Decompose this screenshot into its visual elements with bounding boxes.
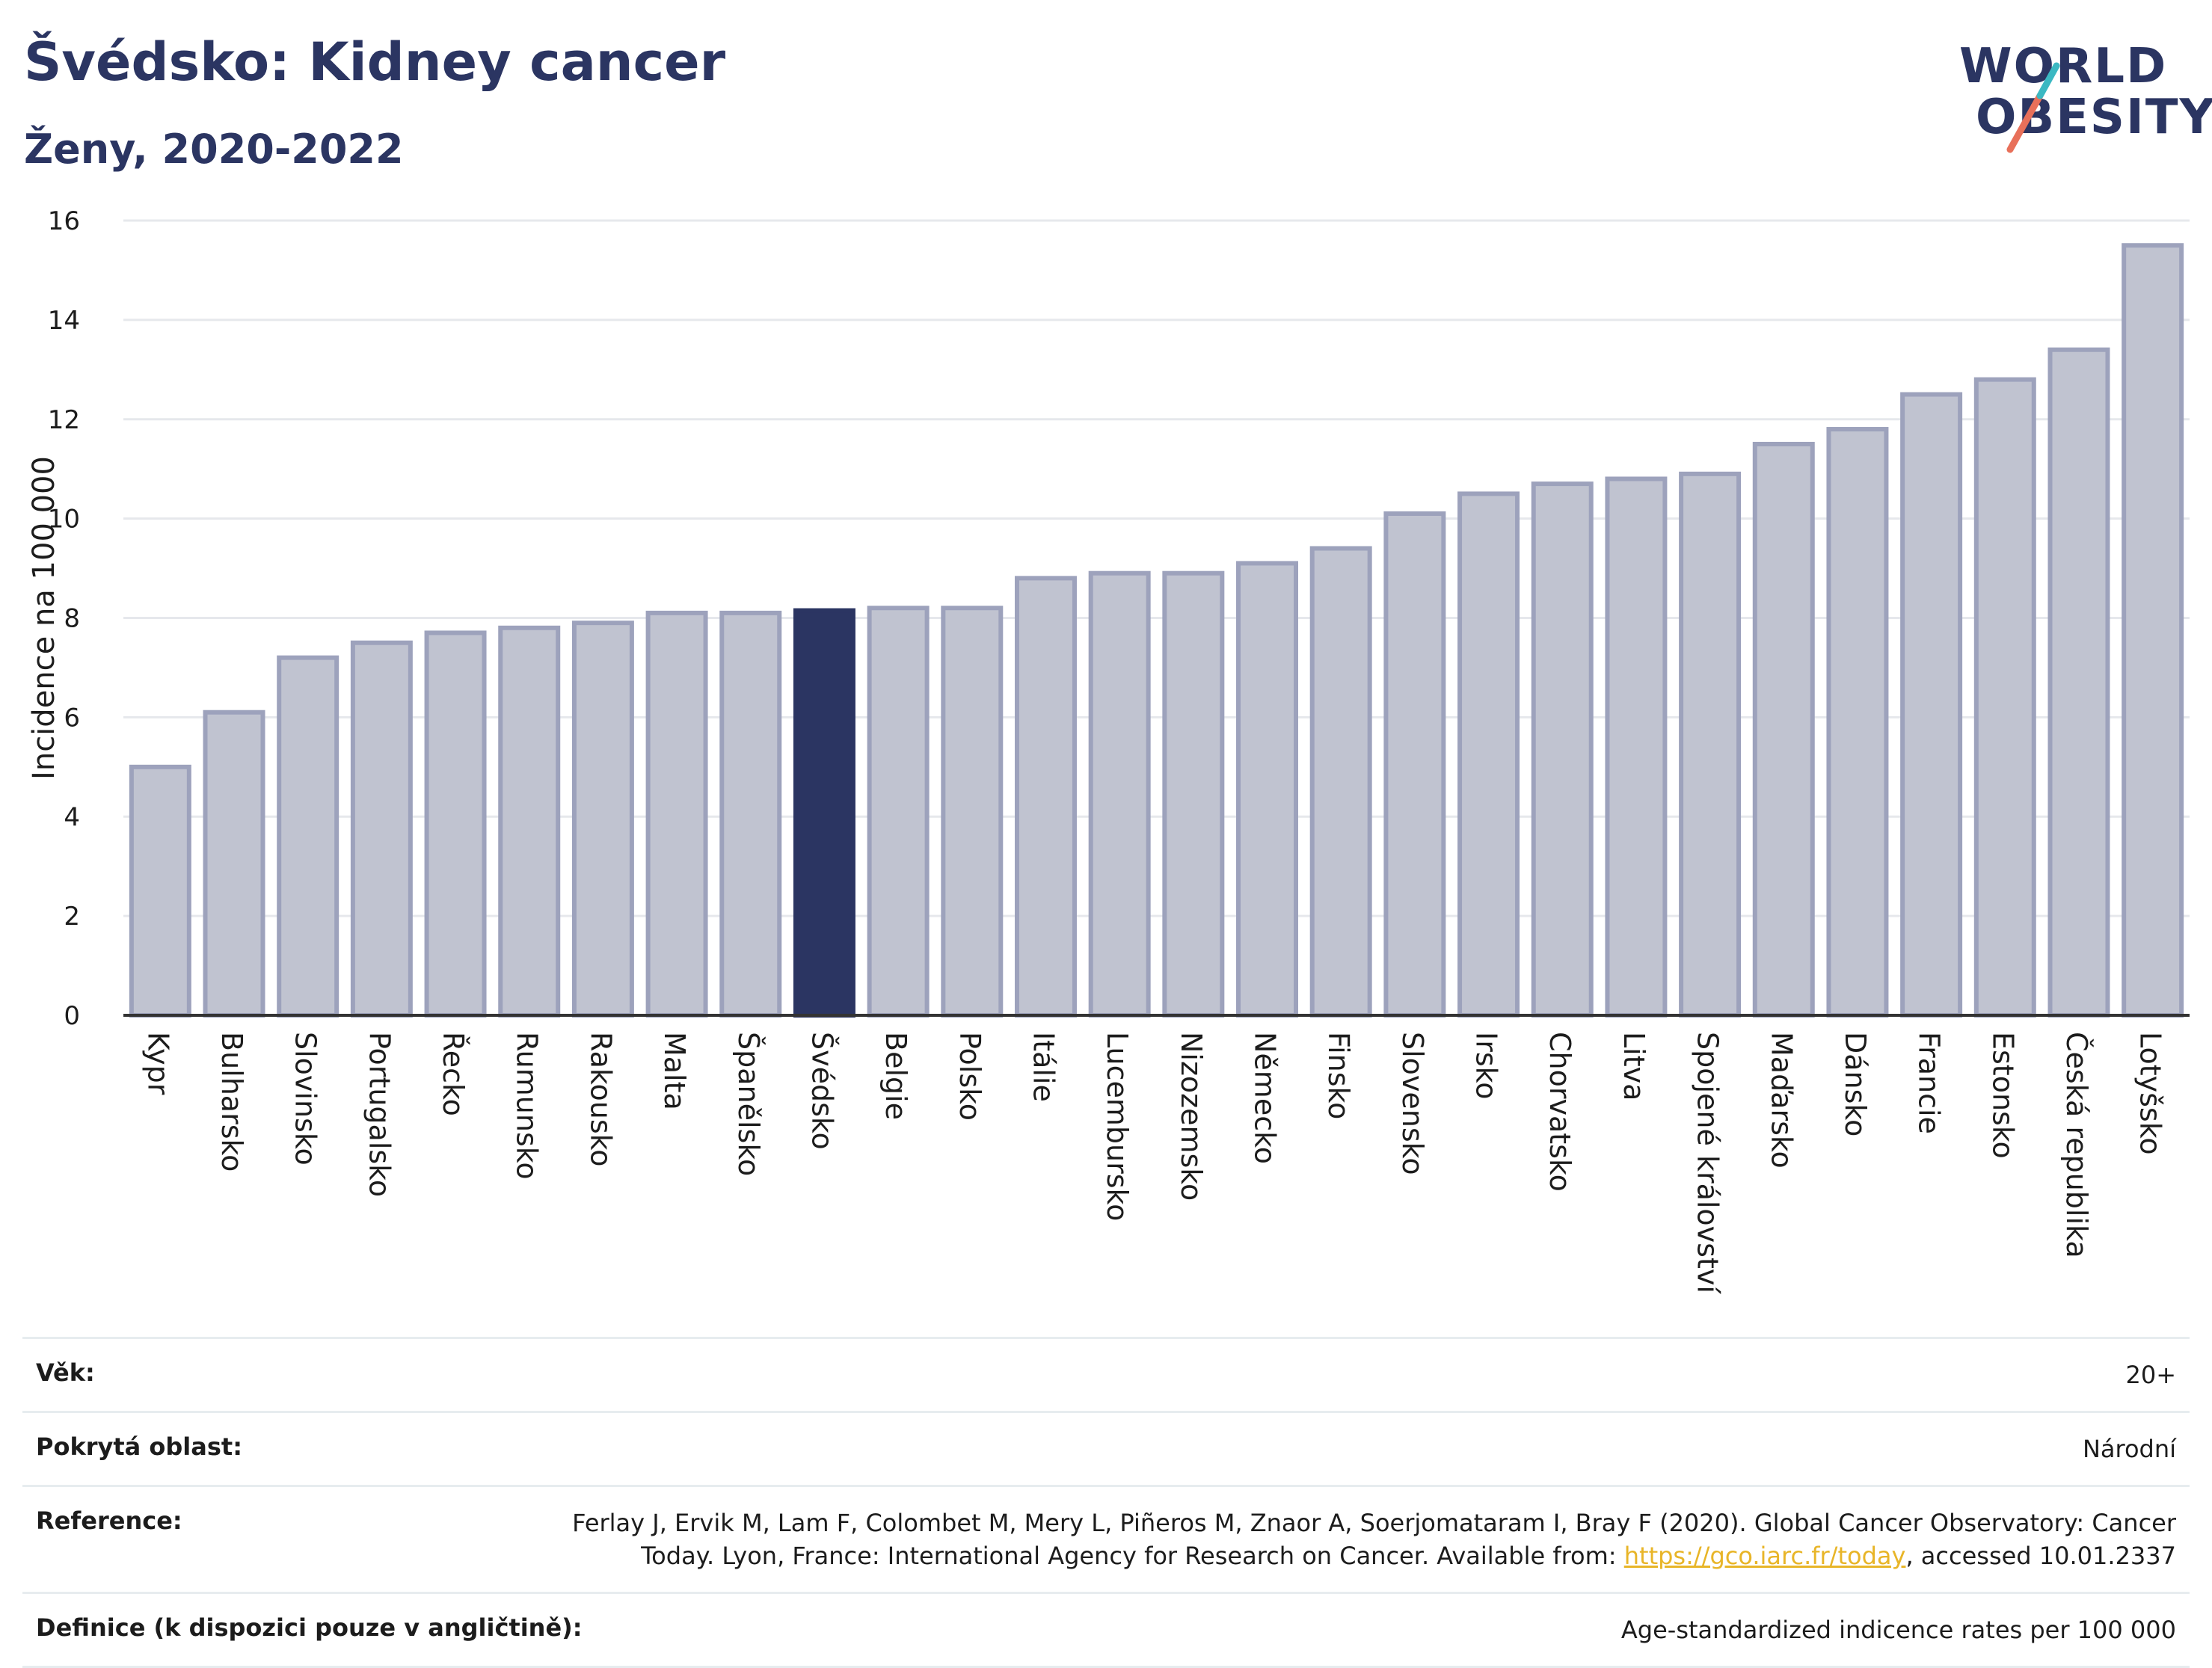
area-value: Národní — [2082, 1435, 2176, 1463]
bar-26 — [2047, 347, 2110, 1018]
x-tick-label: Řecko — [437, 1032, 470, 1116]
x-tick-label: Maďarsko — [1765, 1032, 1798, 1169]
x-tick-label: Belgie — [879, 1032, 912, 1120]
x-tick-label: Litva — [1617, 1032, 1650, 1101]
y-axis-label: Incidence na 100 000 — [27, 456, 61, 780]
x-tick-label: Slovinsko — [289, 1032, 322, 1166]
meta-row-age: Věk: 20+ — [22, 1337, 2190, 1411]
metadata-table: Věk: 20+ Pokrytá oblast: Národní Referen… — [22, 1337, 2190, 1668]
x-tick-label: Irsko — [1470, 1032, 1503, 1100]
bar-10 — [867, 606, 930, 1018]
meta-row-reference: Reference: Ferlay J, Ervik M, Lam F, Col… — [22, 1485, 2190, 1592]
age-label: Věk: — [36, 1358, 95, 1387]
bar-16 — [1309, 546, 1372, 1018]
age-value: 20+ — [2125, 1361, 2176, 1389]
bar-4 — [424, 630, 487, 1018]
bar-23 — [1826, 427, 1889, 1018]
area-label: Pokrytá oblast: — [36, 1432, 242, 1461]
y-tick-label: 2 — [64, 902, 80, 932]
x-tick-label: Francie — [1913, 1032, 1946, 1134]
logo-line-1: WORLD — [1959, 39, 2168, 94]
reference-value: Ferlay J, Ervik M, Lam F, Colombet M, Me… — [568, 1507, 2176, 1572]
y-tick-label: 10 — [48, 505, 80, 535]
world-obesity-logo: WORLD OBESITY — [1944, 30, 2212, 164]
x-tick-label: Švédsko — [805, 1032, 838, 1150]
x-tick-label: Lucembursko — [1101, 1032, 1134, 1221]
x-tick-label: Bulharsko — [215, 1032, 248, 1172]
y-tick-label: 12 — [48, 405, 80, 435]
definition-value: Age-standardized indicence rates per 100… — [1620, 1616, 2176, 1644]
y-tick-label: 6 — [64, 703, 80, 733]
y-tick-label: 8 — [64, 604, 80, 634]
x-tick-label: Lotyšsko — [2134, 1032, 2167, 1155]
x-tick-label: Rakousko — [584, 1032, 617, 1167]
chart-subtitle: Ženy, 2020-2022 — [24, 126, 404, 173]
meta-row-area: Pokrytá oblast: Národní — [22, 1411, 2190, 1485]
x-tick-label: Chorvatsko — [1543, 1032, 1576, 1192]
x-tick-label: Portugalsko — [363, 1032, 396, 1197]
x-tick-label: Německo — [1249, 1032, 1282, 1164]
x-tick-label: Dánsko — [1839, 1032, 1872, 1136]
y-tick-label: 4 — [64, 802, 80, 832]
x-tick-label: Španělsko — [732, 1032, 765, 1176]
y-tick-label: 0 — [64, 1001, 80, 1031]
x-tick-label: Česká republika — [2060, 1032, 2093, 1258]
reference-tail: , accessed 10.01.2337 — [1905, 1542, 2176, 1570]
bar-17 — [1383, 511, 1446, 1018]
x-tick-label: Slovensko — [1396, 1032, 1429, 1175]
bar-chart: 0 2 4 6 8 10 12 14 16 Incidence na 100 000 Kypr Bul… — [27, 206, 2190, 1294]
bar-9 — [793, 608, 855, 1018]
bar-24 — [1900, 392, 1963, 1018]
bar-15 — [1236, 561, 1299, 1018]
bar-1 — [203, 710, 265, 1018]
x-tick-label: Polsko — [953, 1032, 986, 1121]
bar-14 — [1162, 570, 1225, 1018]
reference-text: Ferlay J, Ervik M, Lam F, Colombet M, Me… — [572, 1509, 2176, 1570]
chart-title: Švédsko: Kidney cancer — [24, 31, 726, 93]
bar-21 — [1679, 471, 1742, 1018]
bar-20 — [1605, 476, 1668, 1018]
bar-25 — [1973, 377, 2036, 1018]
meta-row-definition: Definice (k dispozici pouze v angličtině… — [22, 1592, 2190, 1668]
bar-11 — [941, 606, 1004, 1018]
bar-19 — [1531, 481, 1594, 1018]
x-tick-label: Malta — [658, 1032, 691, 1110]
logo-slash-icon — [2006, 62, 2060, 153]
reference-label: Reference: — [36, 1507, 182, 1535]
bar-2 — [277, 655, 340, 1018]
definition-label: Definice (k dispozici pouze v angličtině… — [36, 1613, 583, 1642]
x-tick-label: Itálie — [1027, 1032, 1060, 1102]
bar-5 — [498, 625, 561, 1018]
x-tick-label: Kypr — [141, 1032, 174, 1095]
y-tick-label: 14 — [48, 306, 80, 336]
y-tick-label: 16 — [48, 206, 80, 236]
bar-13 — [1088, 570, 1151, 1018]
x-tick-label: Nizozemsko — [1175, 1032, 1208, 1201]
bar-27 — [2122, 243, 2184, 1018]
bar-12 — [1014, 576, 1077, 1018]
bar-0 — [129, 764, 191, 1018]
bar-18 — [1457, 491, 1520, 1018]
bar-3 — [350, 640, 413, 1018]
reference-link[interactable]: https://gco.iarc.fr/today — [1623, 1542, 1906, 1570]
x-tick-label: Rumunsko — [511, 1032, 544, 1180]
bar-6 — [571, 621, 634, 1018]
x-tick-label: Finsko — [1322, 1032, 1355, 1119]
x-tick-label: Spojené království — [1692, 1032, 1724, 1294]
bar-22 — [1752, 441, 1815, 1018]
bar-7 — [645, 610, 708, 1018]
bar-8 — [719, 610, 782, 1018]
x-tick-label: Estonsko — [1986, 1032, 2019, 1159]
